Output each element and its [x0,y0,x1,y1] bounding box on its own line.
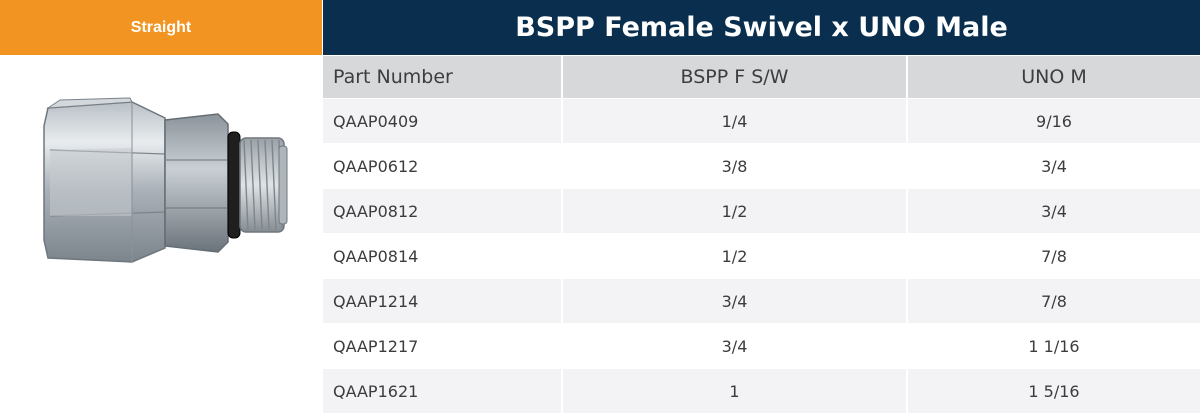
part-number-cell: QAAP0814 [323,234,562,279]
bspp-size-cell: 1 [562,369,907,413]
column-header-bspp: BSPP F S/W [562,56,907,99]
product-title-bar: BSPP Female Swivel x UNO Male [323,0,1200,55]
part-number-cell: QAAP0409 [323,99,562,144]
column-header-uno: UNO M [907,56,1200,99]
part-number-cell: QAAP0812 [323,189,562,234]
bspp-size-cell: 3/4 [562,324,907,369]
category-tab-label: Straight [131,19,191,37]
table-row: QAAP0814 1/2 7/8 [323,234,1200,279]
column-header-part-number: Part Number [323,56,562,99]
part-number-cell: QAAP0612 [323,144,562,189]
uno-size-cell: 7/8 [907,234,1200,279]
uno-size-cell: 1 1/16 [907,324,1200,369]
table-row: QAAP0812 1/2 3/4 [323,189,1200,234]
part-number-cell: QAAP1621 [323,369,562,413]
table-row: QAAP1621 1 1 5/16 [323,369,1200,413]
table-row: QAAP0612 3/8 3/4 [323,144,1200,189]
uno-size-cell: 3/4 [907,144,1200,189]
uno-size-cell: 3/4 [907,189,1200,234]
bspp-size-cell: 3/8 [562,144,907,189]
uno-size-cell: 1 5/16 [907,369,1200,413]
table-row: QAAP1217 3/4 1 1/16 [323,324,1200,369]
product-title: BSPP Female Swivel x UNO Male [515,12,1008,43]
bspp-size-cell: 1/2 [562,234,907,279]
uno-size-cell: 9/16 [907,99,1200,144]
table-header-row: Part Number BSPP F S/W UNO M [323,56,1200,99]
part-number-cell: QAAP1217 [323,324,562,369]
fitting-product-image [20,80,305,280]
table-row: QAAP0409 1/4 9/16 [323,99,1200,144]
category-tab: Straight [0,0,322,55]
uno-size-cell: 7/8 [907,279,1200,324]
bspp-size-cell: 1/2 [562,189,907,234]
part-number-cell: QAAP1214 [323,279,562,324]
bspp-size-cell: 3/4 [562,279,907,324]
bspp-size-cell: 1/4 [562,99,907,144]
part-spec-table: Part Number BSPP F S/W UNO M QAAP0409 1/… [323,56,1200,413]
table-row: QAAP1214 3/4 7/8 [323,279,1200,324]
